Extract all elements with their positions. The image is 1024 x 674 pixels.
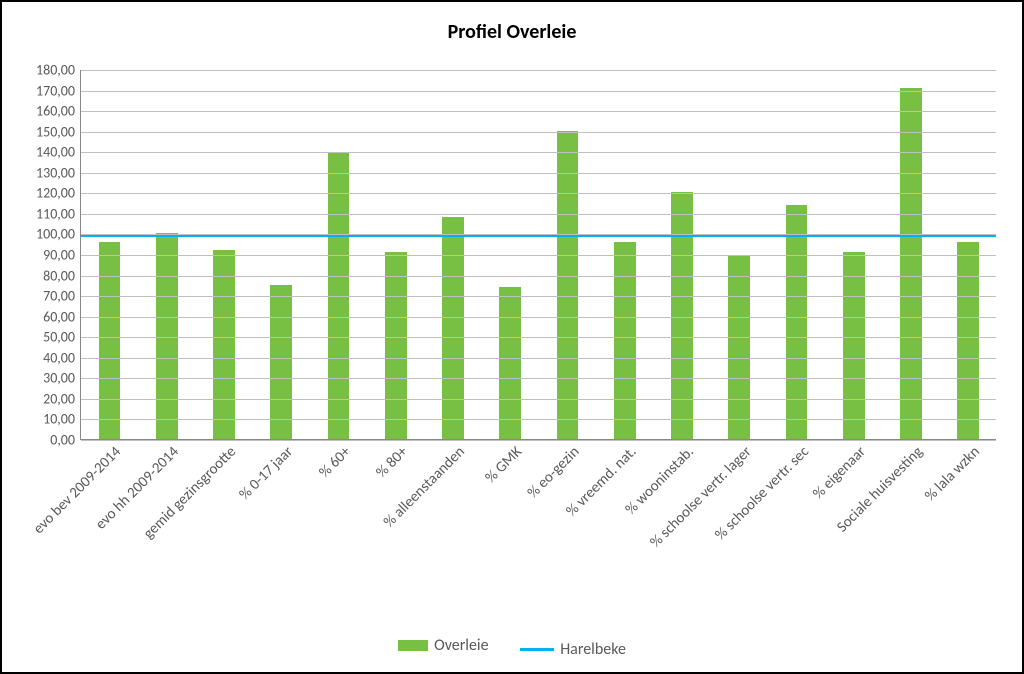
x-tick-label: % 60+ — [316, 443, 355, 482]
gridline — [81, 419, 996, 420]
bar — [213, 250, 235, 439]
gridline — [81, 234, 996, 235]
legend-swatch-line — [520, 648, 554, 651]
y-tick-label: 30,00 — [43, 370, 81, 387]
y-tick-label: 90,00 — [43, 247, 81, 264]
bar — [900, 88, 922, 440]
gridline — [81, 152, 996, 153]
bar — [499, 287, 521, 439]
gridline — [81, 317, 996, 318]
gridline — [81, 358, 996, 359]
legend-item-line: Harelbeke — [520, 640, 626, 659]
x-tick-label: % schoolse vertr. lager — [646, 443, 755, 552]
y-tick-label: 10,00 — [43, 411, 81, 428]
y-tick-label: 40,00 — [43, 349, 81, 366]
legend-swatch-bar — [398, 640, 428, 651]
gridline — [81, 70, 996, 71]
bar — [385, 252, 407, 439]
bar — [786, 205, 808, 439]
legend-label-bar: Overleie — [434, 636, 488, 655]
x-tick-label: % 80+ — [373, 443, 412, 482]
y-tick-label: 110,00 — [36, 205, 81, 222]
bar — [843, 252, 865, 439]
gridline — [81, 214, 996, 215]
y-tick-label: 140,00 — [36, 144, 81, 161]
y-tick-label: 160,00 — [36, 103, 81, 120]
y-tick-label: 80,00 — [43, 267, 81, 284]
gridline — [81, 378, 996, 379]
chart-title: Profiel Overleie — [2, 20, 1022, 44]
bar — [156, 233, 178, 439]
gridline — [81, 296, 996, 297]
y-tick-label: 120,00 — [36, 185, 81, 202]
gridline — [81, 255, 996, 256]
gridline — [81, 440, 996, 441]
bar — [99, 242, 121, 439]
bar — [442, 217, 464, 439]
y-tick-label: 170,00 — [36, 82, 81, 99]
bar — [614, 242, 636, 439]
gridline — [81, 173, 996, 174]
y-tick-label: 60,00 — [43, 308, 81, 325]
x-tick-label: % lala wzkn — [922, 443, 984, 505]
x-tick-label: % GMK — [482, 443, 526, 487]
y-tick-label: 20,00 — [43, 390, 81, 407]
bar — [957, 242, 979, 439]
y-tick-label: 50,00 — [43, 329, 81, 346]
bar — [270, 285, 292, 439]
y-tick-label: 150,00 — [36, 123, 81, 140]
y-tick-label: 130,00 — [36, 164, 81, 181]
bar — [728, 256, 750, 439]
gridline — [81, 399, 996, 400]
plot-area: evo bev 2009-2014evo hh 2009-2014gemid g… — [80, 70, 996, 440]
y-tick-label: 100,00 — [36, 226, 81, 243]
gridline — [81, 193, 996, 194]
y-tick-label: 180,00 — [36, 62, 81, 79]
gridline — [81, 337, 996, 338]
bar — [557, 131, 579, 439]
legend: Overleie Harelbeke — [2, 636, 1022, 659]
gridline — [81, 276, 996, 277]
legend-item-bar: Overleie — [398, 636, 488, 655]
chart-frame: Profiel Overleie evo bev 2009-2014evo hh… — [0, 0, 1024, 674]
y-tick-label: 70,00 — [43, 288, 81, 305]
legend-label-line: Harelbeke — [560, 640, 626, 659]
gridline — [81, 91, 996, 92]
y-tick-label: 0,00 — [50, 432, 81, 449]
gridline — [81, 111, 996, 112]
gridline — [81, 132, 996, 133]
x-tick-label: % 0-17 jaar — [236, 443, 297, 504]
x-tick-label: % eo-gezin — [524, 443, 583, 502]
x-tick-label: % eigenaar — [810, 443, 870, 503]
